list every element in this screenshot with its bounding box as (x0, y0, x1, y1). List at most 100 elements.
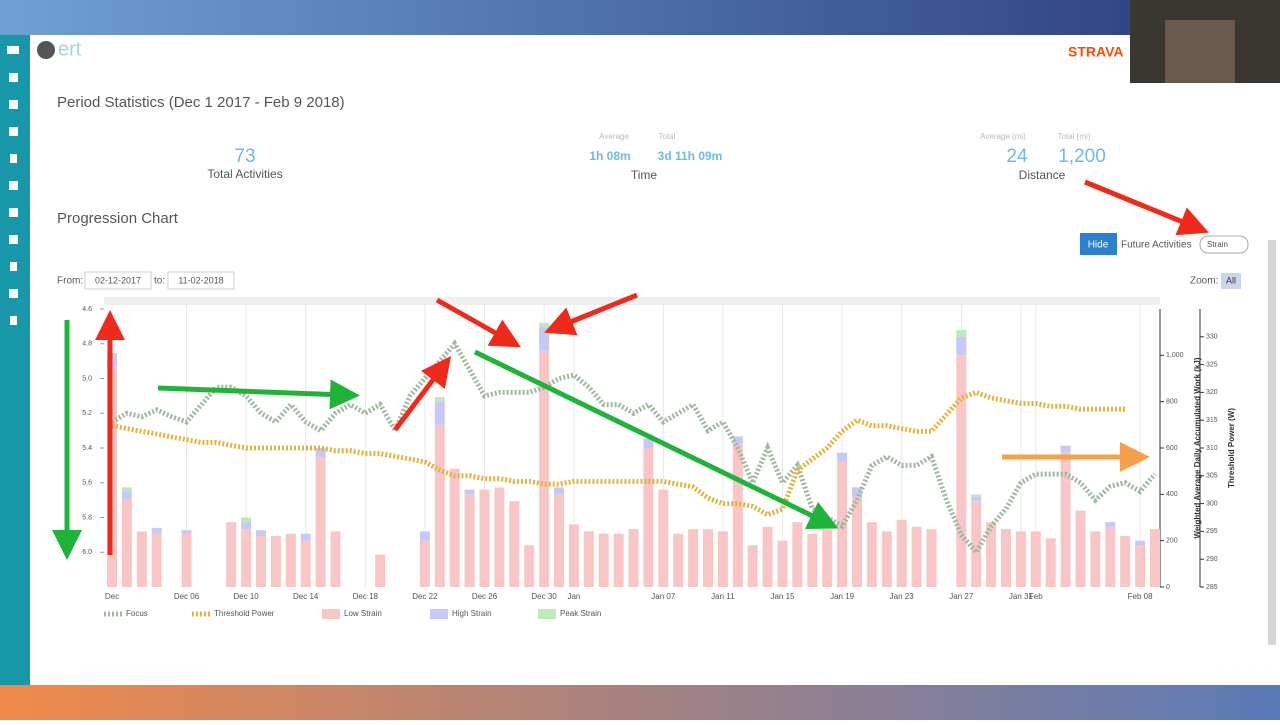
stat-sublabel: Average (599, 132, 629, 141)
sidebar (0, 35, 30, 685)
annotation-arrow (1084, 179, 1209, 236)
logo-mark (37, 41, 55, 59)
nav-icon[interactable] (9, 235, 18, 244)
bar-segment (896, 519, 907, 587)
bar-segment (300, 540, 311, 587)
strain-select[interactable] (1199, 235, 1249, 254)
bar-segment (643, 438, 654, 448)
nav-icon[interactable] (10, 262, 17, 271)
bar-segment (732, 436, 743, 444)
nav-icon[interactable] (9, 289, 18, 298)
bar-segment (1075, 510, 1086, 587)
x-tick-label: Dec (105, 592, 119, 601)
from-value[interactable]: 02-12-2017 (95, 275, 141, 285)
bar-segment (256, 530, 266, 537)
nav-icon[interactable] (10, 316, 17, 325)
stat-label: Time (631, 168, 658, 182)
y3-tick-label: 295 (1206, 528, 1218, 535)
bar-segment (777, 540, 788, 587)
x-tick-label: Dec 14 (293, 592, 319, 601)
annotation-arrow (435, 297, 522, 348)
bar-segment (479, 489, 490, 587)
legend-label: Low Strain (344, 609, 382, 618)
line-series (110, 339, 1157, 557)
bar-segment (434, 401, 445, 425)
nav-icon[interactable] (9, 127, 18, 136)
legend-label: Peak Strain (560, 609, 601, 618)
bar-segment (151, 533, 162, 587)
sidebar-icons[interactable] (7, 46, 19, 325)
annotation-arrow (393, 356, 452, 432)
bar-segment (315, 448, 326, 458)
x-tick-label: Jan 23 (890, 592, 915, 601)
bottom-banner (0, 685, 1280, 720)
y2-tick-label: 200 (1166, 538, 1178, 545)
bar-segment (688, 529, 699, 587)
legend-label: Focus (126, 609, 148, 618)
y-tick-label: 5.0 (82, 375, 92, 382)
x-tick-label: Dec 22 (412, 592, 438, 601)
x-tick-label: Jan 11 (711, 592, 735, 601)
nav-icon[interactable] (9, 73, 18, 82)
bar-segment (121, 498, 132, 587)
bar-segment (1001, 529, 1011, 587)
bar-segment (1030, 531, 1041, 587)
bar-segment (121, 492, 132, 499)
bar-segment (881, 531, 892, 587)
bar-segment (151, 527, 162, 534)
x-tick-label: Jan 19 (830, 592, 855, 601)
bar-segment (554, 494, 564, 587)
bar-segment (121, 487, 132, 493)
strain-label[interactable]: Strain (1207, 240, 1228, 249)
zoom-all-button[interactable] (1221, 273, 1241, 289)
bar-segment (1015, 531, 1026, 587)
bar-segment (956, 336, 967, 356)
hide-label[interactable]: Hide (1088, 240, 1109, 251)
hide-button[interactable] (1080, 233, 1117, 255)
bar-segment (971, 501, 982, 587)
bar-segment (1105, 522, 1116, 527)
to-input[interactable] (167, 271, 235, 290)
logo: ert (58, 38, 82, 60)
nav-icon[interactable] (9, 100, 18, 109)
x-tick-label: Dec 30 (531, 592, 557, 601)
y3-tick-label: 315 (1206, 417, 1218, 424)
webcam-person (1165, 20, 1235, 83)
stat-label: Distance (1019, 168, 1066, 182)
y-tick-label: 6.0 (82, 549, 92, 556)
stat-value: 1h 08m (589, 149, 630, 163)
stat-value: 73 (234, 146, 255, 167)
bar-segment (330, 531, 341, 587)
scrollbar[interactable] (1268, 240, 1276, 645)
bar-segment (852, 487, 862, 497)
bar-segment (762, 526, 773, 587)
x-tick-label: Jan 15 (770, 592, 795, 601)
stat-value: 3d 11h 09m (658, 149, 723, 163)
bar-segment (703, 529, 713, 587)
menu-icon[interactable] (7, 46, 19, 54)
bar-segment (956, 355, 967, 587)
bar-segment (241, 522, 252, 530)
bar-segment (241, 529, 252, 587)
y3-tick-label: 310 (1206, 445, 1218, 452)
bar-segment (270, 536, 281, 587)
bar-segment (136, 531, 147, 587)
to-label: to: (154, 276, 165, 287)
from-input[interactable] (84, 271, 152, 290)
y-tick-label: 5.8 (82, 514, 92, 521)
to-value[interactable]: 11-02-2018 (178, 275, 223, 285)
strava[interactable]: STRAVA (1068, 44, 1123, 60)
nav-icon[interactable] (9, 181, 18, 190)
bar-segment (822, 529, 833, 587)
bar-segment (419, 540, 430, 587)
y2-tick-label: 1,000 (1166, 352, 1184, 359)
nav-icon[interactable] (9, 208, 18, 217)
bar-segment (554, 487, 564, 495)
x-tick-label: Feb (1029, 592, 1043, 601)
nav-icon[interactable] (10, 154, 17, 163)
y3-tick-label: 300 (1206, 500, 1218, 507)
zoom-all-label[interactable]: All (1226, 275, 1236, 285)
y3-tick-label: 320 (1206, 389, 1218, 396)
y3-tick-label: 330 (1206, 334, 1218, 341)
navigator-bar (104, 297, 1160, 305)
